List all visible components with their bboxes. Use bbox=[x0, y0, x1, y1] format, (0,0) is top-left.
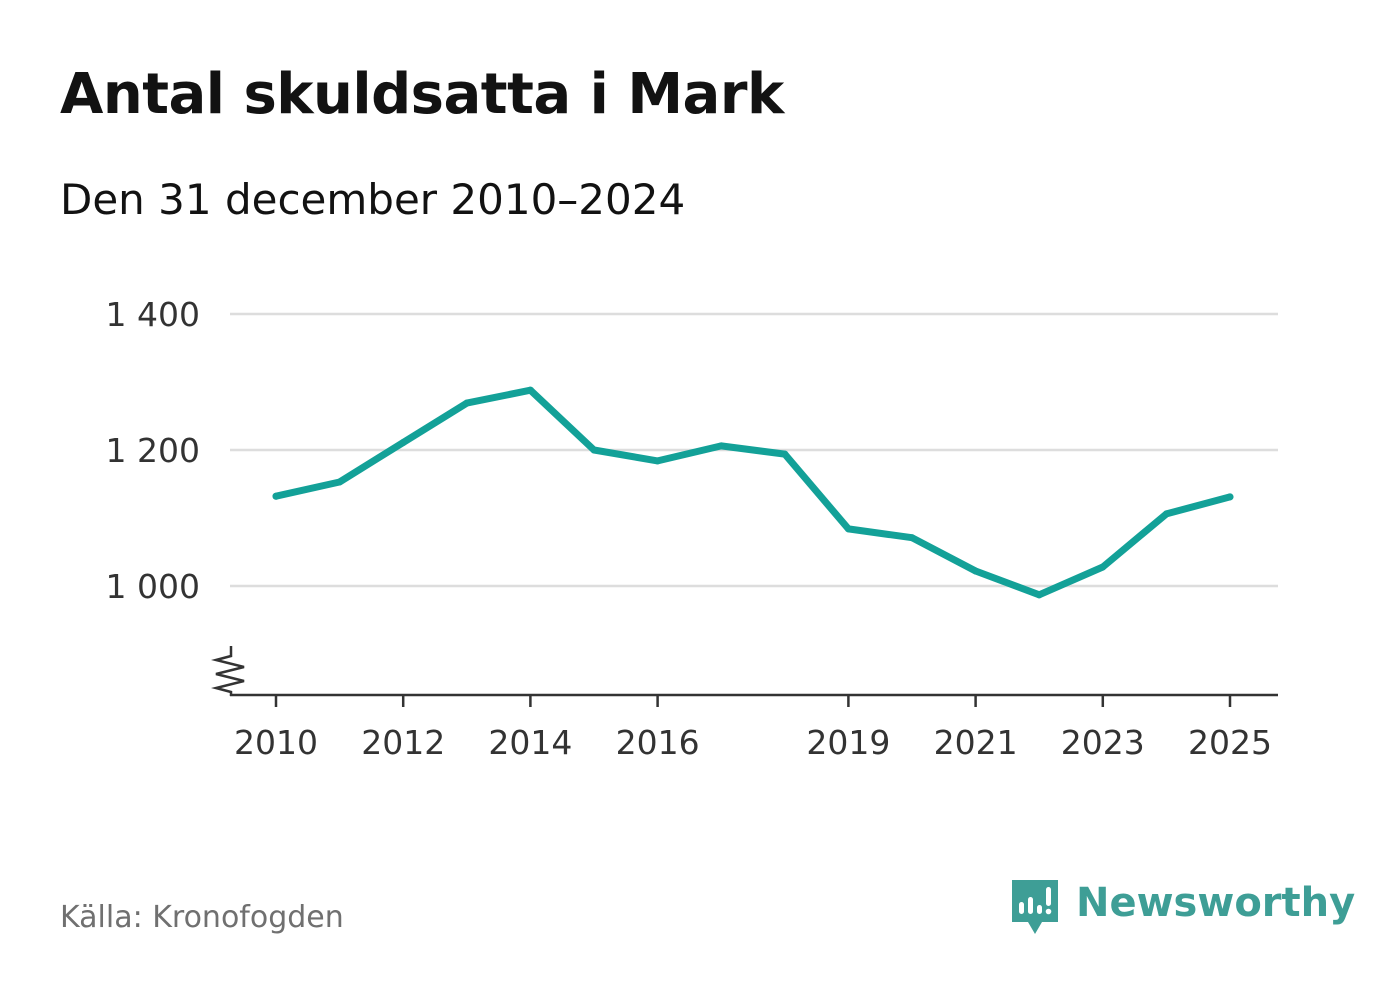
data-point bbox=[654, 457, 662, 465]
y-axis-labels: 1 000 1 200 1 400 bbox=[106, 295, 200, 606]
brand-logo: Newsworthy bbox=[1010, 878, 1355, 940]
y-tick-label: 1 400 bbox=[106, 295, 200, 334]
newsworthy-logo-icon bbox=[1012, 880, 1058, 934]
data-point bbox=[590, 446, 598, 454]
data-point bbox=[908, 534, 916, 542]
data-point bbox=[399, 439, 407, 447]
series-line bbox=[272, 386, 1234, 599]
x-tick-label: 2012 bbox=[361, 723, 445, 762]
x-tick-label: 2021 bbox=[934, 723, 1018, 762]
data-point bbox=[844, 525, 852, 533]
data-point bbox=[1162, 510, 1170, 518]
x-tick-label: 2019 bbox=[806, 723, 890, 762]
x-tick-label: 2010 bbox=[234, 723, 318, 762]
x-axis bbox=[230, 693, 1278, 707]
y-tick-label: 1 200 bbox=[106, 431, 200, 470]
data-point bbox=[972, 567, 980, 575]
brand-name: Newsworthy bbox=[1076, 880, 1356, 926]
source-note: Källa: Kronofogden bbox=[60, 900, 344, 935]
axis-break-icon bbox=[211, 646, 245, 696]
data-point bbox=[272, 492, 280, 500]
x-axis-labels: 2010 2012 2014 2016 2019 2021 2023 2025 bbox=[234, 723, 1272, 762]
data-point bbox=[336, 478, 344, 486]
data-point bbox=[781, 450, 789, 458]
y-tick-label: 1 000 bbox=[106, 567, 200, 606]
data-point bbox=[1099, 563, 1107, 571]
chart-title: Antal skuldsatta i Mark bbox=[60, 62, 784, 127]
data-point bbox=[463, 399, 471, 407]
x-tick-label: 2016 bbox=[616, 723, 700, 762]
data-point bbox=[717, 442, 725, 450]
data-point bbox=[526, 386, 534, 394]
data-point bbox=[1226, 493, 1234, 501]
data-series bbox=[272, 386, 1234, 599]
x-tick-label: 2025 bbox=[1188, 723, 1272, 762]
data-point bbox=[1035, 591, 1043, 599]
x-tick-label: 2023 bbox=[1061, 723, 1145, 762]
x-tick-label: 2014 bbox=[488, 723, 572, 762]
chart-subtitle: Den 31 december 2010–2024 bbox=[60, 175, 686, 224]
